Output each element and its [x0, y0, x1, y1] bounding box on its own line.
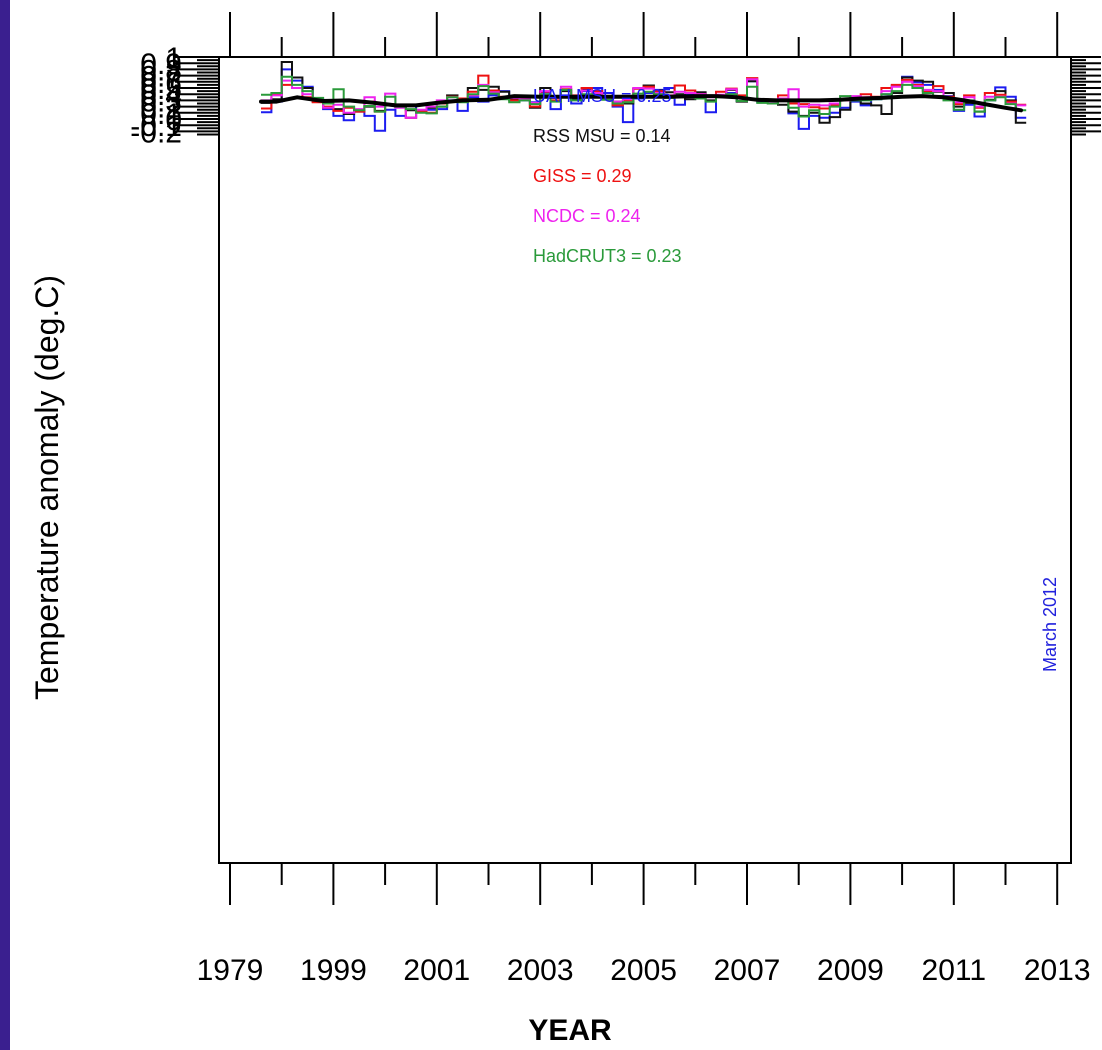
x-tick-label: 2005	[610, 954, 677, 987]
series-line-ncdc	[261, 78, 1027, 119]
y-axis-title: Temperature anomaly (deg.C)	[29, 275, 65, 700]
y-ticks: 10.90.80.70.60.50.40.30.20.10-0.1-0.2	[130, 42, 1101, 149]
legend-entry-rss-msu: RSS MSU = 0.14	[533, 126, 671, 146]
x-ticks: 1979 1999 2001 2003 2005 2007 2009 2011 2013	[197, 12, 1091, 987]
x-tick-label: 2009	[817, 954, 884, 987]
x-tick-label: 1999	[300, 954, 367, 987]
legend-entry-uah-msu: UAH MSU = 0.25	[533, 86, 672, 106]
series-line-hadcrut3	[261, 75, 1027, 118]
legend: UAH MSU = 0.25 RSS MSU = 0.14 GISS = 0.29 N…	[533, 86, 682, 266]
y-tick-label: 1	[165, 42, 182, 75]
x-tick-label: 2007	[714, 954, 781, 987]
x-tick-label: 1979	[197, 954, 264, 987]
left-border-bar	[0, 0, 10, 1050]
y-tick-label: -0.2	[130, 116, 182, 149]
legend-entry-giss: GISS = 0.29	[533, 166, 632, 186]
y-tick-label: 0	[165, 104, 182, 137]
series-layer	[259, 61, 1027, 132]
plot-frame	[218, 56, 1072, 864]
legend-entry-ncdc: NCDC = 0.24	[533, 206, 641, 226]
x-axis-title: YEAR	[528, 1014, 612, 1047]
series-line-running-mean	[259, 94, 1023, 113]
y-tick-label: -0.1	[130, 110, 182, 143]
march-2012-annotation: March 2012	[1040, 577, 1060, 672]
x-tick-label: 2011	[922, 954, 987, 987]
x-tick-label: 2003	[507, 954, 574, 987]
x-tick-label: 2001	[403, 954, 470, 987]
x-tick-label: 2013	[1024, 954, 1091, 987]
legend-entry-hadcrut3: HadCRUT3 = 0.23	[533, 246, 682, 266]
